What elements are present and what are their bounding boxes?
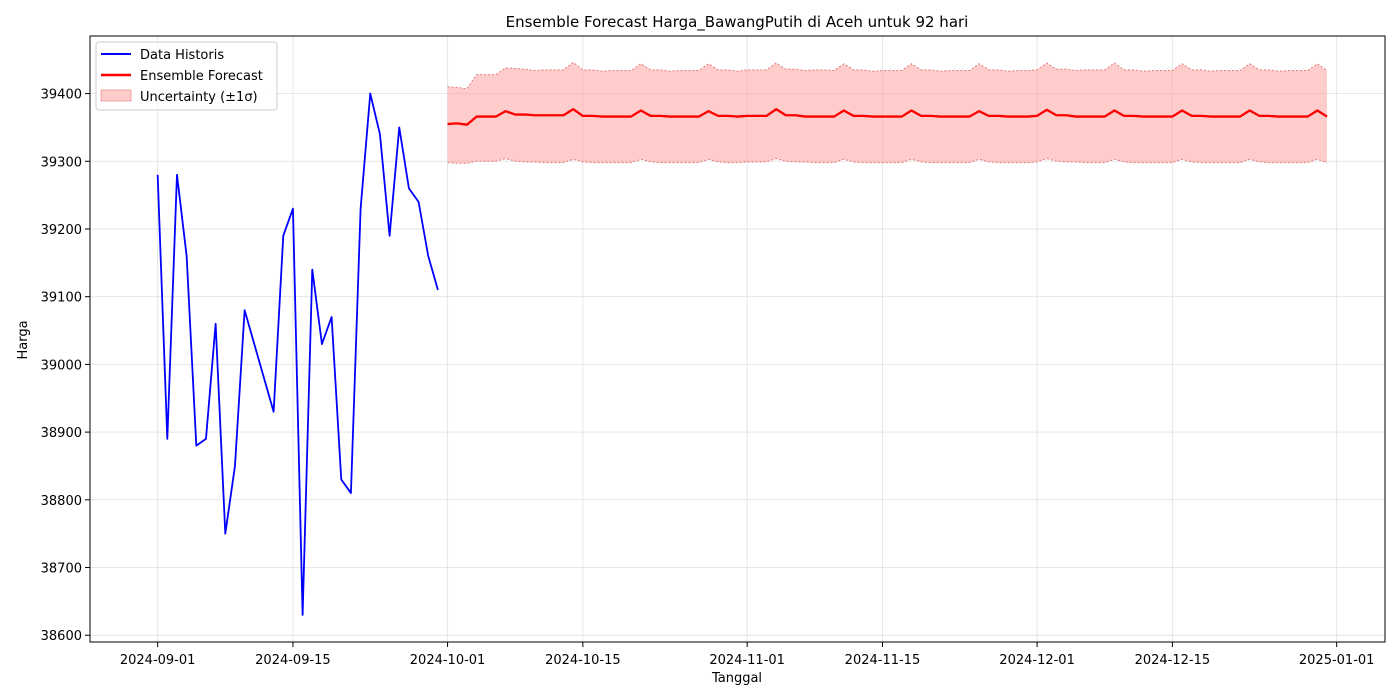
x-tick-label: 2024-12-15 xyxy=(1135,653,1211,668)
uncertainty-lower-edge xyxy=(447,158,1328,164)
chart-title: Ensemble Forecast Harga_BawangPutih di A… xyxy=(506,13,969,32)
y-tick-label: 39300 xyxy=(41,155,82,170)
y-tick-label: 39400 xyxy=(41,88,82,103)
y-axis-label: Harga xyxy=(16,320,31,359)
legend-label-historis: Data Historis xyxy=(140,48,224,63)
legend-swatch-uncertainty xyxy=(100,89,132,102)
y-tick-label: 39100 xyxy=(41,291,82,306)
x-tick-label: 2024-10-01 xyxy=(410,653,486,668)
plot-frame xyxy=(89,35,1386,643)
x-tick-label: 2025-01-01 xyxy=(1299,653,1375,668)
uncertainty-area xyxy=(447,62,1328,164)
uncertainty-band xyxy=(447,61,1328,164)
x-tick-label: 2024-10-15 xyxy=(545,653,621,668)
legend-label-forecast: Ensemble Forecast xyxy=(140,69,263,84)
series-line-forecast xyxy=(447,107,1328,126)
x-tick-label: 2024-09-15 xyxy=(255,653,331,668)
y-tick-label: 39000 xyxy=(41,358,82,373)
y-tick-label: 38700 xyxy=(41,562,82,577)
x-axis-label: Tanggal xyxy=(711,671,762,686)
legend: Data Historis Ensemble Forecast Uncertai… xyxy=(95,41,278,111)
uncertainty-upper-edge xyxy=(447,61,1328,90)
x-axis-ticks: 2024-09-01 2024-09-15 2024-10-01 2024-10-15… xyxy=(120,642,1375,668)
y-tick-label: 38800 xyxy=(41,494,82,509)
x-tick-label: 2024-09-01 xyxy=(120,653,196,668)
legend-frame xyxy=(95,41,278,111)
y-tick-label: 39200 xyxy=(41,223,82,238)
x-tick-label: 2024-11-01 xyxy=(709,653,785,668)
y-tick-label: 38900 xyxy=(41,426,82,441)
x-tick-label: 2024-11-15 xyxy=(845,653,921,668)
y-axis-ticks: 38600 38700 38800 38900 39000 39100 39200 39300… xyxy=(41,88,90,644)
series-line-historis xyxy=(156,92,439,616)
series-lines xyxy=(156,92,1328,616)
y-tick-label: 38600 xyxy=(41,629,82,644)
legend-label-uncertainty: Uncertainty (±1σ) xyxy=(140,90,258,105)
x-tick-label: 2024-12-01 xyxy=(999,653,1075,668)
